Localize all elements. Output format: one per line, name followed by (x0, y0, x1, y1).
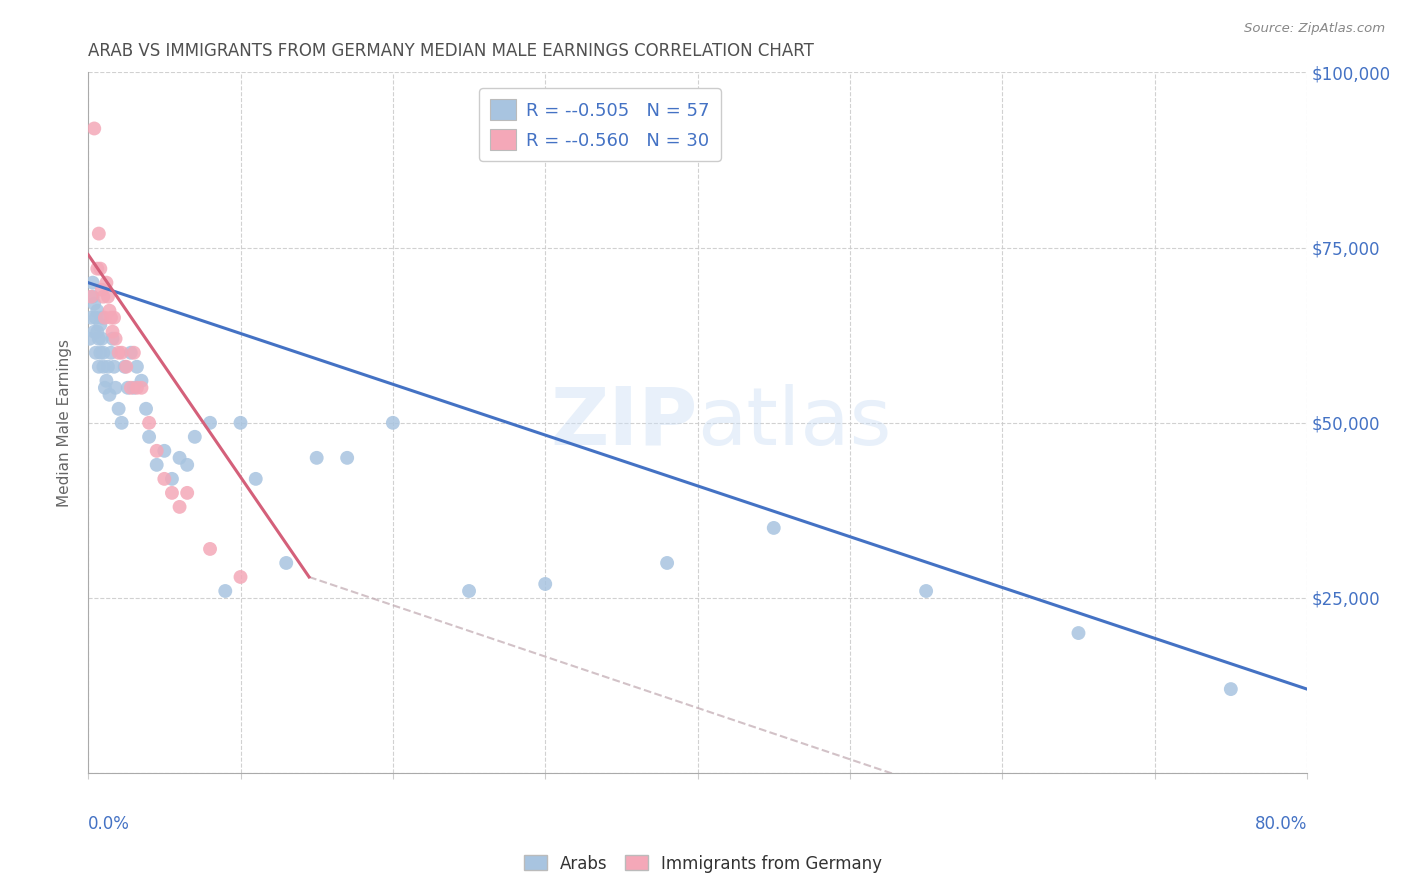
Point (131, 374, 153, 388)
Point (214, 584, 236, 599)
Point (104, 332, 127, 346)
Point (83, 121, 105, 136)
Point (111, 416, 134, 430)
Point (79, 332, 101, 346)
Point (83, 325, 105, 339)
Point (98, 303, 121, 318)
Point (103, 359, 125, 374)
Point (114, 359, 136, 374)
Point (458, 584, 481, 599)
Point (84, 310, 107, 325)
Point (169, 500, 191, 514)
Point (90, 332, 112, 346)
Point (101, 325, 124, 339)
Point (125, 381, 148, 395)
Point (101, 332, 124, 346)
Point (89, 261, 111, 276)
Point (117, 381, 139, 395)
Point (103, 310, 125, 325)
Point (83, 296, 105, 310)
Point (762, 521, 785, 535)
Point (120, 381, 142, 395)
Point (122, 381, 145, 395)
Point (94, 310, 117, 325)
Point (176, 458, 198, 472)
Point (153, 443, 176, 458)
Point (93, 345, 115, 359)
Point (111, 345, 134, 359)
Point (176, 486, 198, 500)
Y-axis label: Median Male Earnings: Median Male Earnings (58, 339, 72, 507)
Point (107, 401, 129, 416)
Point (138, 430, 160, 444)
Point (100, 345, 122, 359)
Point (138, 416, 160, 430)
Point (305, 450, 328, 465)
Point (96, 276, 118, 290)
Point (93, 359, 115, 374)
Point (915, 584, 938, 599)
Point (98, 388, 121, 402)
Point (381, 416, 404, 430)
Point (1067, 626, 1090, 640)
Point (276, 556, 298, 570)
Point (534, 577, 557, 591)
Point (82, 290, 104, 304)
Point (169, 450, 191, 465)
Point (107, 345, 129, 359)
Point (87, 359, 110, 374)
Point (84, 345, 107, 359)
Point (104, 381, 127, 395)
Point (184, 430, 207, 444)
Text: 80.0%: 80.0% (1254, 815, 1308, 833)
Point (96, 374, 118, 388)
Text: ARAB VS IMMIGRANTS FROM GERMANY MEDIAN MALE EARNINGS CORRELATION CHART: ARAB VS IMMIGRANTS FROM GERMANY MEDIAN M… (89, 42, 814, 60)
Point (198, 541, 221, 556)
Point (80, 290, 103, 304)
Point (80, 310, 103, 325)
Point (198, 416, 221, 430)
Text: ZIP: ZIP (550, 384, 697, 462)
Point (125, 359, 148, 374)
Point (82, 276, 104, 290)
Point (145, 443, 167, 458)
Text: 0.0%: 0.0% (89, 815, 129, 833)
Text: atlas: atlas (697, 384, 891, 462)
Point (135, 401, 157, 416)
Point (86, 303, 108, 318)
Point (153, 472, 176, 486)
Point (229, 570, 252, 584)
Point (655, 556, 678, 570)
Point (120, 345, 142, 359)
Point (87, 332, 110, 346)
Point (160, 472, 183, 486)
Point (97, 359, 120, 374)
Point (131, 381, 153, 395)
Point (87, 227, 110, 241)
Point (160, 486, 183, 500)
Point (89, 345, 111, 359)
Point (89, 318, 111, 332)
Point (97, 290, 120, 304)
Legend: R = --0.505   N = 57, R = --0.560   N = 30: R = --0.505 N = 57, R = --0.560 N = 30 (479, 88, 721, 161)
Point (93, 290, 115, 304)
Point (86, 325, 108, 339)
Point (115, 359, 138, 374)
Point (245, 472, 267, 486)
Point (94, 381, 117, 395)
Point (336, 450, 359, 465)
Text: Source: ZipAtlas.com: Source: ZipAtlas.com (1244, 22, 1385, 36)
Point (229, 416, 252, 430)
Point (86, 261, 108, 276)
Legend: Arabs, Immigrants from Germany: Arabs, Immigrants from Germany (517, 848, 889, 880)
Point (122, 345, 145, 359)
Point (100, 310, 122, 325)
Point (145, 458, 167, 472)
Point (90, 310, 112, 325)
Point (1219, 682, 1241, 697)
Point (90, 283, 112, 297)
